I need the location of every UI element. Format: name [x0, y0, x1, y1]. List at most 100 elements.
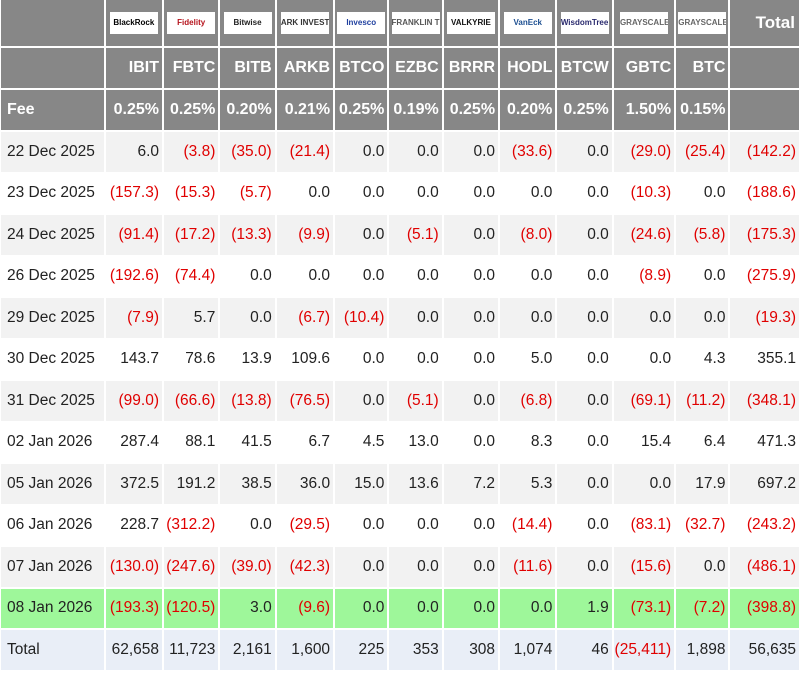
- flow-value: 5.7: [164, 298, 219, 338]
- ticker: FBTC: [164, 48, 219, 88]
- flow-value: 0.0: [335, 256, 388, 296]
- flow-value: 0.0: [443, 547, 499, 587]
- flow-value: 0.0: [443, 256, 499, 296]
- flow-value: 0.0: [557, 132, 612, 172]
- fee: 0.19%: [389, 90, 442, 130]
- flow-value: 0.0: [557, 215, 612, 255]
- flow-value: 0.0: [557, 298, 612, 338]
- flow-value: 0.0: [500, 588, 556, 628]
- flow-value: (348.1): [730, 381, 799, 421]
- flow-value: (5.8): [676, 215, 729, 255]
- corner-cell: [1, 0, 104, 46]
- flow-value: 0.0: [676, 547, 729, 587]
- ticker: BITB: [220, 48, 275, 88]
- flow-value: (29.5): [276, 505, 334, 545]
- flow-value: 15.4: [613, 422, 675, 462]
- flow-value: 0.0: [335, 547, 388, 587]
- date: 06 Jan 2026: [1, 505, 104, 545]
- flow-value: 0.0: [389, 256, 442, 296]
- flow-value: (486.1): [730, 547, 799, 587]
- flow-value: 0.0: [389, 505, 442, 545]
- flow-value: (6.7): [276, 298, 334, 338]
- flow-value: (66.6): [164, 381, 219, 421]
- data-row: 07 Jan 2026 (130.0) (247.6) (39.0) (42.3) 0.0…: [1, 547, 799, 587]
- flow-value: 0.0: [557, 381, 612, 421]
- flow-value: 0.0: [443, 215, 499, 255]
- flow-value: 372.5: [105, 464, 163, 504]
- flow-value: (32.7): [676, 505, 729, 545]
- flow-value: (6.8): [500, 381, 556, 421]
- flow-value: (10.3): [613, 173, 675, 213]
- date: 05 Jan 2026: [1, 464, 104, 504]
- flow-value: 13.6: [389, 464, 442, 504]
- flow-value: (5.1): [389, 215, 442, 255]
- flow-value: (3.8): [164, 132, 219, 172]
- date: 23 Dec 2025: [1, 173, 104, 213]
- flow-value: 0.0: [443, 505, 499, 545]
- total-value: 62,658: [105, 630, 163, 670]
- date: 31 Dec 2025: [1, 381, 104, 421]
- flow-value: 0.0: [389, 298, 442, 338]
- data-row: 31 Dec 2025 (99.0) (66.6) (13.8) (76.5) 0.0 (5…: [1, 381, 799, 421]
- flow-value: 109.6: [276, 339, 334, 379]
- flow-value: (157.3): [105, 173, 163, 213]
- flow-value: 0.0: [389, 588, 442, 628]
- flow-value: (275.9): [730, 256, 799, 296]
- total-value: 353: [389, 630, 442, 670]
- flow-value: (24.6): [613, 215, 675, 255]
- flow-value: (17.2): [164, 215, 219, 255]
- ticker: ARKB: [276, 48, 334, 88]
- logo-row: BlackRock Fidelity Bitwise ARK INVEST Invesc…: [1, 0, 799, 46]
- flow-value: 0.0: [557, 256, 612, 296]
- flow-value: (120.5): [164, 588, 219, 628]
- flow-value: 0.0: [676, 173, 729, 213]
- flow-value: 5.3: [500, 464, 556, 504]
- ticker-row: IBIT FBTC BITB ARKB BTCO EZBC BRRR HODL BTCW GBTC…: [1, 48, 799, 88]
- flow-value: (15.6): [613, 547, 675, 587]
- flow-value: 0.0: [335, 215, 388, 255]
- fee: 0.20%: [500, 90, 556, 130]
- total-value: 56,635: [730, 630, 799, 670]
- flow-value: 0.0: [500, 173, 556, 213]
- flow-value: 38.5: [220, 464, 275, 504]
- total-value: (25,411): [613, 630, 675, 670]
- fee: 0.25%: [443, 90, 499, 130]
- flow-value: 0.0: [557, 547, 612, 587]
- fund-logo: VALKYRIE: [446, 12, 495, 34]
- data-row: 22 Dec 2025 6.0 (3.8) (35.0) (21.4) 0.0 0.0 0.0…: [1, 132, 799, 172]
- data-row: 06 Jan 2026 228.7 (312.2) 0.0 (29.5) 0.0 0.0 0.…: [1, 505, 799, 545]
- data-row: 26 Dec 2025 (192.6) (74.4) 0.0 0.0 0.0 0.0 0.0 0…: [1, 256, 799, 296]
- flow-value: 0.0: [613, 464, 675, 504]
- data-row: 02 Jan 2026 287.4 88.1 41.5 6.7 4.5 13.0 0.0 8.3…: [1, 422, 799, 462]
- total-value: 308: [443, 630, 499, 670]
- flow-value: 0.0: [500, 298, 556, 338]
- flow-value: 355.1: [730, 339, 799, 379]
- ticker: IBIT: [105, 48, 163, 88]
- flow-value: 0.0: [276, 256, 334, 296]
- flow-value: 13.9: [220, 339, 275, 379]
- flow-value: 228.7: [105, 505, 163, 545]
- fee: 0.25%: [335, 90, 388, 130]
- date: 02 Jan 2026: [1, 422, 104, 462]
- flow-value: 0.0: [676, 298, 729, 338]
- fee: 0.25%: [164, 90, 219, 130]
- flow-value: 17.9: [676, 464, 729, 504]
- flow-value: 0.0: [335, 339, 388, 379]
- flow-value: 5.0: [500, 339, 556, 379]
- flow-value: 0.0: [557, 422, 612, 462]
- flow-value: (35.0): [220, 132, 275, 172]
- ticker: BTC: [676, 48, 729, 88]
- flow-value: (42.3): [276, 547, 334, 587]
- fund-logo: Fidelity: [167, 12, 216, 34]
- logo-cell: GRAYSCALE: [613, 0, 675, 46]
- flow-value: 0.0: [557, 339, 612, 379]
- flow-value: (312.2): [164, 505, 219, 545]
- flow-value: (9.6): [276, 588, 334, 628]
- flow-value: 13.0: [389, 422, 442, 462]
- flow-value: 4.5: [335, 422, 388, 462]
- flow-value: (192.6): [105, 256, 163, 296]
- fund-logo: FRANKLIN TEMPLETON: [391, 12, 440, 34]
- date: 22 Dec 2025: [1, 132, 104, 172]
- fund-logo: GRAYSCALE: [619, 12, 668, 34]
- flow-value: 0.0: [276, 173, 334, 213]
